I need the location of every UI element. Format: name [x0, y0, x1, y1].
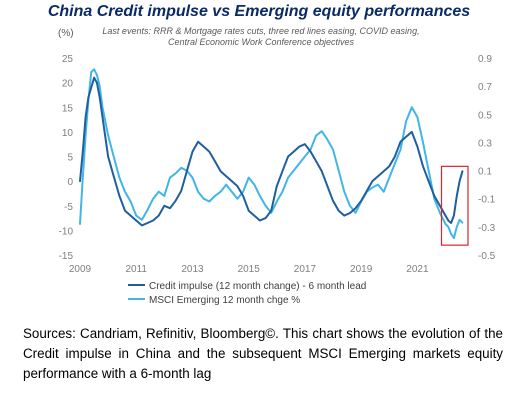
source-caption: Sources: Candriam, Refinitiv, Bloomberg©…: [23, 326, 503, 381]
x-tick-label: 2019: [350, 264, 373, 275]
chart-title: China Credit impulse vs Emerging equity …: [47, 3, 471, 20]
right-tick-label: 0.5: [478, 110, 492, 121]
series-layer: [79, 68, 464, 240]
left-tick-label: 20: [62, 79, 74, 90]
left-axis-ticks: 25 20 15 10 5 0 -5 -10 -15: [59, 54, 74, 262]
left-tick-label: 0: [67, 177, 73, 188]
left-tick-label: 10: [62, 128, 74, 139]
right-tick-label: 0.7: [478, 82, 492, 93]
right-tick-label: 0.9: [478, 54, 492, 65]
right-tick-label: -0.3: [478, 223, 496, 234]
x-tick-label: 2021: [406, 264, 429, 275]
right-tick-label: -0.1: [478, 195, 496, 206]
left-tick-label: -5: [64, 202, 73, 213]
x-axis-ticks: 2009 2011 2013 2015 2017 2019 2021: [69, 264, 429, 275]
x-tick-label: 2015: [238, 264, 261, 275]
x-tick-label: 2011: [125, 264, 147, 275]
legend: Credit impulse (12 month change) - 6 mon…: [128, 281, 366, 306]
left-tick-label: 15: [62, 103, 74, 114]
left-tick-label: -15: [59, 251, 74, 262]
legend-label-credit-impulse: Credit impulse (12 month change) - 6 mon…: [149, 281, 366, 292]
series-line-msci-emerging: [79, 68, 464, 240]
left-tick-label: 5: [67, 153, 73, 164]
x-tick-label: 2017: [294, 264, 317, 275]
legend-label-msci-emerging: MSCI Emerging 12 month chge %: [149, 295, 300, 306]
left-tick-label: -10: [59, 226, 74, 237]
right-axis-ticks: 0.9 0.7 0.5 0.3 0.1 -0.1 -0.3 -0.5: [478, 54, 496, 262]
right-tick-label: 0.3: [478, 138, 492, 149]
right-tick-label: 0.1: [478, 167, 492, 178]
series-line-credit-impulse: [79, 76, 464, 227]
x-tick-label: 2013: [181, 264, 204, 275]
right-tick-label: -0.5: [478, 251, 496, 262]
highlight-box: [440, 165, 469, 246]
left-axis-unit: (%): [58, 28, 74, 39]
chart-subtitle: Last events: RRR & Mortgage rates cuts, …: [102, 26, 420, 47]
left-tick-label: 25: [62, 54, 74, 65]
x-tick-label: 2009: [69, 264, 92, 275]
